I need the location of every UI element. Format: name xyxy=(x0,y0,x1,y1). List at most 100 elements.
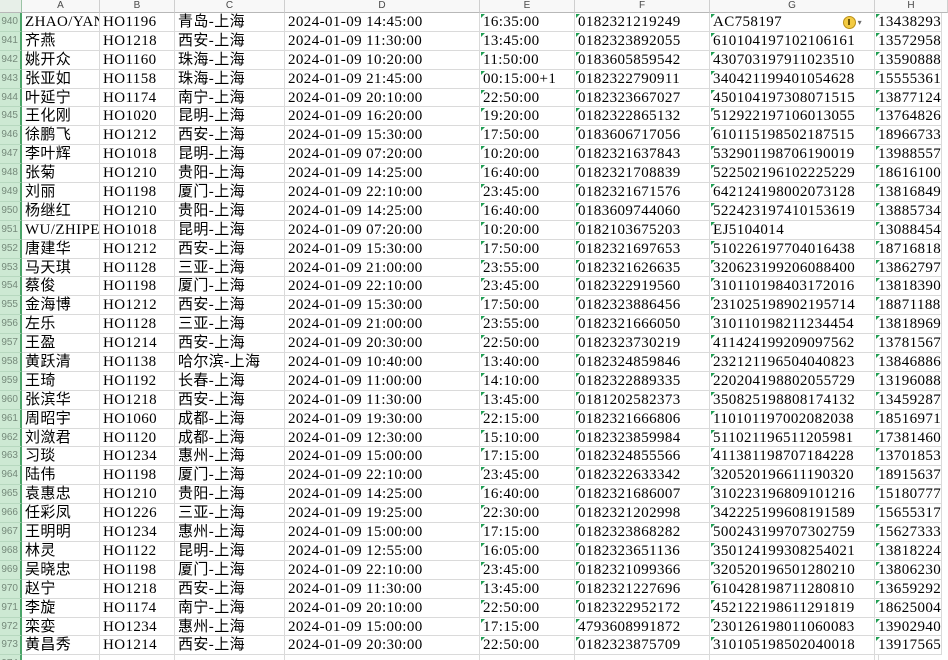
cell-id-number[interactable]: 610428198711280810 ▾ xyxy=(710,579,875,599)
cell-depart-time[interactable]: 2024-01-09 14:25:00 xyxy=(285,485,480,505)
row-number[interactable]: 952 xyxy=(0,239,22,259)
cell-id-number[interactable]: 522502196102225229 ▾ xyxy=(710,164,875,184)
row-number[interactable]: 958 xyxy=(0,353,22,372)
cell-flight-no[interactable]: HO1214 xyxy=(100,636,175,656)
column-header-a[interactable]: A xyxy=(22,0,100,13)
row-number[interactable]: 963 xyxy=(0,447,22,467)
cell-ticket-no[interactable]: 0182322952172 xyxy=(575,598,710,618)
cell-phone[interactable]: 15555361 xyxy=(875,69,943,89)
cell-arrive-time[interactable]: 00:15:00+1 xyxy=(480,69,575,89)
cell-flight-no[interactable]: HO1128 xyxy=(100,315,175,335)
cell-route[interactable]: 西安-上海 xyxy=(175,239,285,259)
cell-depart-time[interactable]: 2024-01-09 14:25:00 xyxy=(285,164,480,184)
cell-arrive-time[interactable]: 22:30:00 xyxy=(480,504,575,524)
cell-route[interactable]: 惠州-上海 xyxy=(175,447,285,467)
cell-ticket-no[interactable]: 0182323667027 xyxy=(575,88,710,108)
cell-phone[interactable]: 13590888 xyxy=(875,50,943,70)
cell-id-number[interactable]: 350825198808174132 ▾ xyxy=(710,390,875,410)
row-number[interactable]: 960 xyxy=(0,390,22,410)
cell-depart-time[interactable]: 2024-01-09 21:00:00 xyxy=(285,315,480,335)
cell-arrive-time[interactable]: 23:55:00 xyxy=(480,258,575,278)
row-number[interactable]: 941 xyxy=(0,31,22,51)
cell-flight-no[interactable]: HO1158 xyxy=(100,69,175,89)
cell-arrive-time[interactable]: 22:50:00 xyxy=(480,334,575,354)
cell-name[interactable]: 王盈 xyxy=(22,334,100,354)
cell-depart-time[interactable]: 2024-01-09 21:45:00 xyxy=(285,69,480,89)
row-number[interactable]: 966 xyxy=(0,504,22,524)
cell-phone[interactable]: 18966733 xyxy=(875,126,943,146)
cell-ticket-no[interactable]: 0183609744060 xyxy=(575,201,710,221)
cell-phone[interactable]: 18616100 xyxy=(875,164,943,184)
cell-phone[interactable]: 13781567 xyxy=(875,334,943,354)
cell-route[interactable]: 厦门-上海 xyxy=(175,466,285,486)
cell-ticket-no[interactable]: 0183606717056 xyxy=(575,126,710,146)
cell-flight-no[interactable]: HO1196 xyxy=(100,13,175,32)
cell-ticket-no[interactable]: 0182321686007 xyxy=(575,485,710,505)
cell-depart-time[interactable]: 2024-01-09 12:55:00 xyxy=(285,541,480,561)
cell-flight-no[interactable]: HO1160 xyxy=(100,50,175,70)
cell-route[interactable]: 珠海-上海 xyxy=(175,50,285,70)
cell-ticket-no[interactable]: 0182324855566 xyxy=(575,447,710,467)
cell-flight-no[interactable]: HO1210 xyxy=(100,201,175,221)
cell-route[interactable]: 长春-上海 xyxy=(175,371,285,391)
cell-name[interactable]: 马天琪 xyxy=(22,258,100,278)
cell-phone[interactable]: 13806230 xyxy=(875,560,943,580)
cell-ticket-no[interactable]: 0182323730219 xyxy=(575,334,710,354)
cell-name[interactable]: 林灵 xyxy=(22,541,100,561)
cell-route[interactable]: 西安-上海 xyxy=(175,296,285,316)
cell-flight-no[interactable]: HO1214 xyxy=(100,334,175,354)
cell-depart-time[interactable]: 2024-01-09 10:20:00 xyxy=(285,50,480,70)
cell-name[interactable]: 姚开众 xyxy=(22,50,100,70)
cell-ticket-no[interactable]: 0182322919560 xyxy=(575,277,710,297)
row-number[interactable]: 945 xyxy=(0,107,22,127)
cell-flight-no[interactable]: HO1018 xyxy=(100,220,175,240)
column-header-g[interactable]: G xyxy=(710,0,875,13)
cell-route[interactable]: 成都-上海 xyxy=(175,409,285,429)
cell-id-number[interactable]: ▾ xyxy=(710,655,875,660)
cell-flight-no[interactable]: HO1020 xyxy=(100,107,175,127)
cell-name[interactable]: 徐鹏飞 xyxy=(22,126,100,146)
cell-route[interactable]: 成都-上海 xyxy=(175,428,285,448)
cell-route[interactable]: 西安-上海 xyxy=(175,636,285,656)
cell-arrive-time[interactable]: 22:50:00 xyxy=(480,598,575,618)
cell-route[interactable]: 贵阳-上海 xyxy=(175,164,285,184)
cell-name[interactable]: WU/ZHIPEN xyxy=(22,220,100,240)
cell-name[interactable]: 张滨华 xyxy=(22,390,100,410)
cell-flight-no[interactable]: HO1138 xyxy=(100,353,175,372)
cell-phone[interactable]: 18516971 xyxy=(875,409,943,429)
cell-name[interactable]: 黄跃清 xyxy=(22,353,100,372)
row-number[interactable]: 964 xyxy=(0,466,22,486)
cell-route[interactable]: 三亚-上海 xyxy=(175,258,285,278)
cell-flight-no[interactable]: HO1174 xyxy=(100,88,175,108)
cell-arrive-time[interactable]: 11:50:00 xyxy=(480,50,575,70)
column-header-e[interactable]: E xyxy=(480,0,575,13)
cell-flight-no[interactable]: HO1212 xyxy=(100,126,175,146)
cell-route[interactable]: 哈尔滨-上海 xyxy=(175,353,285,372)
cell-arrive-time[interactable]: 17:15:00 xyxy=(480,447,575,467)
cell-ticket-no[interactable]: 0182321671576 xyxy=(575,183,710,202)
cell-arrive-time[interactable]: 16:40:00 xyxy=(480,201,575,221)
cell-flight-no[interactable]: HO1212 xyxy=(100,239,175,259)
cell-phone[interactable]: 13701853 xyxy=(875,447,943,467)
cell-flight-no[interactable]: HO1212 xyxy=(100,296,175,316)
cell-depart-time[interactable]: 2024-01-09 14:45:00 xyxy=(285,13,480,32)
cell-id-number[interactable]: 512922197106013055 ▾ xyxy=(710,107,875,127)
cell-depart-time[interactable]: 2024-01-09 15:00:00 xyxy=(285,617,480,637)
cell-id-number[interactable]: 310105198502040018 ▾ xyxy=(710,636,875,656)
cell-flight-no[interactable]: HO1198 xyxy=(100,560,175,580)
row-number[interactable]: 971 xyxy=(0,598,22,618)
cell-phone[interactable]: 18871188 xyxy=(875,296,942,316)
cell-id-number[interactable]: 232121196504040823 ▾ xyxy=(710,353,875,372)
row-number[interactable]: 970 xyxy=(0,579,22,599)
cell-flight-no[interactable]: HO1018 xyxy=(100,145,175,165)
cell-name[interactable]: 王琦 xyxy=(22,371,100,391)
cell-ticket-no[interactable]: 0182323868282 xyxy=(575,523,710,542)
row-number[interactable]: 947 xyxy=(0,145,22,165)
cell-phone[interactable]: 13196088 xyxy=(875,371,943,391)
row-number[interactable]: 967 xyxy=(0,523,22,542)
cell-arrive-time[interactable]: 16:05:00 xyxy=(480,541,575,561)
cell-ticket-no[interactable]: 0182321666806 xyxy=(575,409,710,429)
cell-route[interactable]: 厦门-上海 xyxy=(175,560,285,580)
cell-name[interactable]: 袁惠忠 xyxy=(22,485,100,505)
cell-ticket-no[interactable]: 0182323859984 xyxy=(575,428,710,448)
